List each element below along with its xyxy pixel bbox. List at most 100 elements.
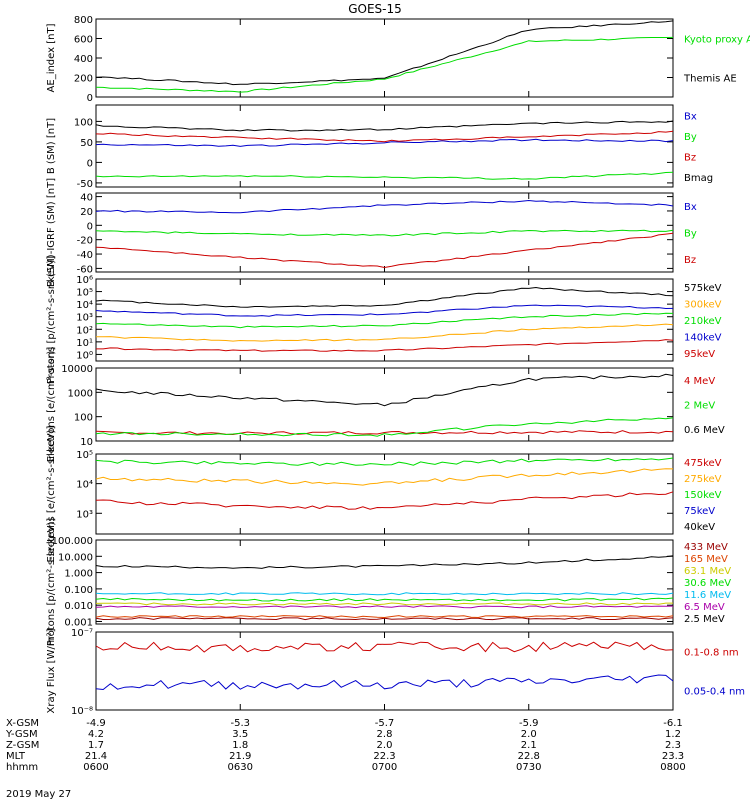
footer-value: 2.3: [665, 740, 681, 751]
panel-1: 0 200 400 600 800 AE_index [nT] Kyoto proxy AE…: [46, 15, 750, 104]
y-tick-label: 800: [74, 15, 93, 26]
y-tick-label: 10⁵: [76, 450, 93, 461]
panel-8: 10⁻⁸ 10⁻⁷ Xray Flux [W/m²] 0.1-0.8 nm 0.05-0…: [46, 628, 745, 717]
legend-label: 95keV: [684, 349, 715, 360]
y-tick-label: 0.010: [64, 601, 93, 612]
y-tick-label: 0: [87, 158, 93, 169]
series-line-95kev: [96, 339, 674, 352]
legend-label: 75keV: [684, 506, 715, 517]
y-axis-label: Protons [p/(cm²-s-sr-keV)]: [46, 256, 57, 384]
series-line-63-1-mev: [95, 602, 673, 606]
footer-value: 4.2: [88, 729, 104, 740]
series-line-433-mev: [95, 617, 674, 621]
y-tick-label: 10⁻⁷: [71, 628, 93, 639]
y-tick-label: 40: [80, 193, 93, 204]
series-line-bz: [95, 130, 674, 143]
y-tick-label: 10⁴: [76, 300, 93, 311]
legend-label: 0.1-0.8 nm: [684, 648, 739, 659]
series-line-210kev: [95, 312, 674, 329]
legend-label: 275keV: [684, 474, 722, 485]
date-label: 2019 May 27: [6, 789, 71, 800]
y-tick-label: 10⁻⁸: [71, 706, 93, 717]
footer-value: -6.1: [663, 718, 683, 729]
legend-label: Kyoto proxy AE: [684, 35, 750, 46]
series-line-4-mev: [95, 430, 674, 436]
legend-label: Bx: [684, 202, 697, 213]
footer-value: 2.1: [521, 740, 537, 751]
panel-frame: [95, 631, 674, 711]
y-tick-label: 50: [80, 138, 93, 149]
y-tick-label: 10¹: [76, 338, 93, 349]
footer-row-label: X-GSM: [6, 718, 39, 729]
footer-value: 1.8: [232, 740, 248, 751]
y-tick-label: 20: [80, 207, 93, 218]
y-tick-label: 0: [87, 93, 93, 104]
y-tick-label: 100: [74, 117, 93, 128]
legend-label: 4 MeV: [684, 376, 715, 387]
legend-label: Bz: [684, 255, 696, 266]
footer-group: X-GSM -4.9 -5.3 -5.7 -5.9 -6.1Y-GSM 4.2 3.5 2.8 2…: [5, 718, 686, 773]
series-line-150kev: [95, 457, 674, 466]
series-line-0-1-0-8-nm: [95, 641, 674, 653]
y-tick-label: 1000: [68, 388, 93, 399]
legend-label: 11.6 MeV: [684, 590, 731, 601]
series-line-300kev: [95, 323, 674, 342]
legend-label: 165 MeV: [684, 554, 728, 565]
panel-frame: [95, 539, 674, 625]
series-line-bz: [95, 232, 674, 269]
footer-value: 3.5: [232, 729, 248, 740]
y-tick-label: 10⁶: [76, 275, 93, 286]
footer-value: 1.2: [665, 729, 681, 740]
y-tick-label: -40: [77, 250, 93, 261]
footer-value: 21.9: [229, 751, 251, 762]
panel-6: 10³ 10⁴ 10⁵ Electrons [e/(cm²-s-sr-keV)] 475…: [46, 425, 722, 562]
series-line-11-6-mev: [95, 592, 674, 596]
y-axis-label: AE_index [nT]: [46, 23, 57, 92]
panel-5: 10 100 1000 10000 Electrons [e/(cm²-s-sr)] 4 …: [46, 347, 725, 463]
y-axis-label: B (SM)-IGRF (SM) [nT]: [46, 178, 57, 287]
panel-2: -50 0 50 100 B (SM) [nT] Bx By Bz Bmag: [46, 104, 713, 190]
series-line-2-5-mev: [95, 555, 674, 569]
legend-label: 63.1 MeV: [684, 566, 731, 577]
y-tick-label: 10⁰: [76, 350, 93, 361]
y-tick-label: 100: [74, 413, 93, 424]
footer-value: 23.3: [662, 751, 684, 762]
legend-label: 210keV: [684, 316, 722, 327]
legend-label: Bmag: [684, 173, 713, 184]
legend-label: Bx: [684, 111, 697, 122]
y-tick-label: 10⁴: [76, 480, 93, 491]
footer-value: -5.3: [230, 718, 250, 729]
series-line-0-05-0-4-nm: [95, 674, 674, 691]
legend-label: 150keV: [684, 490, 722, 501]
y-tick-label: 10⁵: [76, 288, 93, 299]
legend-label: By: [684, 229, 697, 240]
y-tick-label: 10.000: [58, 552, 93, 563]
legend-label: 433 MeV: [684, 542, 728, 553]
series-line-475kev: [95, 491, 674, 510]
footer-row-label: Y-GSM: [5, 729, 38, 740]
legend-label: 40keV: [684, 522, 715, 533]
footer-row-label: hhmm: [6, 762, 38, 773]
panel-frame: [95, 453, 674, 535]
legend-label: 140keV: [684, 332, 722, 343]
footer-value: 2.0: [377, 740, 393, 751]
y-tick-label: 10³: [76, 313, 93, 324]
y-tick-label: 10²: [76, 325, 93, 336]
footer-row-label: Z-GSM: [6, 740, 39, 751]
y-tick-label: 600: [74, 35, 93, 46]
legend-label: 475keV: [684, 458, 722, 469]
series-line-275kev: [95, 468, 674, 486]
panel-3: -60 -40 -20 0 20 40 B (SM)-IGRF (SM) [nT] Bx By B…: [46, 178, 697, 287]
footer-value: 0630: [228, 762, 253, 773]
legend-label: 300keV: [684, 300, 722, 311]
series-line-30-6-mev: [95, 597, 674, 602]
y-tick-label: -60: [77, 264, 93, 275]
legend-label: Themis AE: [683, 74, 737, 85]
y-tick-label: 100.000: [52, 536, 93, 547]
series-line-by: [95, 171, 674, 180]
footer-value: 2.8: [377, 729, 393, 740]
footer-value: 1.7: [88, 740, 104, 751]
y-tick-label: 0: [87, 221, 93, 232]
